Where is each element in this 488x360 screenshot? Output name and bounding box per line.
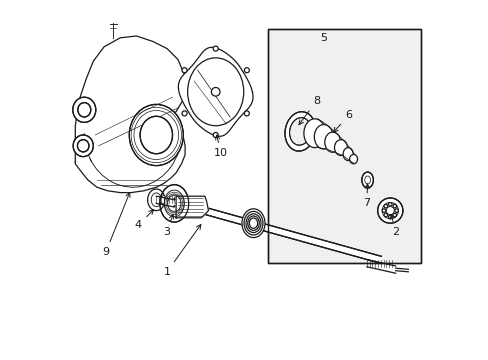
Ellipse shape bbox=[160, 185, 188, 222]
Ellipse shape bbox=[73, 135, 93, 157]
Ellipse shape bbox=[361, 172, 373, 188]
Polygon shape bbox=[395, 268, 407, 272]
Circle shape bbox=[244, 111, 249, 116]
Circle shape bbox=[244, 68, 249, 73]
Circle shape bbox=[182, 68, 187, 73]
Ellipse shape bbox=[73, 97, 96, 122]
Ellipse shape bbox=[242, 209, 264, 238]
Text: 8: 8 bbox=[298, 96, 320, 125]
Ellipse shape bbox=[249, 218, 257, 228]
Polygon shape bbox=[176, 196, 208, 218]
FancyBboxPatch shape bbox=[267, 29, 420, 263]
Ellipse shape bbox=[303, 119, 325, 148]
Circle shape bbox=[388, 203, 391, 206]
Circle shape bbox=[213, 132, 218, 138]
Text: 4: 4 bbox=[135, 210, 153, 230]
Circle shape bbox=[211, 87, 220, 96]
Text: 5: 5 bbox=[320, 33, 326, 43]
Ellipse shape bbox=[247, 216, 259, 230]
Polygon shape bbox=[178, 47, 253, 136]
Ellipse shape bbox=[343, 148, 352, 161]
Polygon shape bbox=[285, 112, 314, 151]
Text: 2: 2 bbox=[389, 214, 398, 237]
Text: 9: 9 bbox=[102, 193, 130, 257]
Circle shape bbox=[388, 215, 391, 219]
Ellipse shape bbox=[129, 104, 183, 166]
Text: 3: 3 bbox=[163, 214, 173, 237]
Polygon shape bbox=[75, 36, 185, 193]
Circle shape bbox=[182, 111, 187, 116]
Ellipse shape bbox=[244, 211, 263, 235]
Ellipse shape bbox=[377, 198, 402, 223]
Ellipse shape bbox=[245, 214, 261, 233]
Circle shape bbox=[394, 209, 398, 212]
Ellipse shape bbox=[334, 140, 347, 156]
Circle shape bbox=[392, 213, 396, 217]
Text: 6: 6 bbox=[333, 110, 352, 132]
Text: 10: 10 bbox=[214, 135, 227, 158]
Ellipse shape bbox=[314, 125, 332, 149]
Text: 1: 1 bbox=[163, 225, 201, 277]
Ellipse shape bbox=[78, 103, 91, 117]
Text: 7: 7 bbox=[363, 184, 370, 208]
Circle shape bbox=[382, 209, 385, 212]
Circle shape bbox=[383, 213, 387, 217]
Polygon shape bbox=[174, 199, 381, 264]
Circle shape bbox=[383, 204, 387, 208]
Circle shape bbox=[392, 204, 396, 208]
Ellipse shape bbox=[140, 116, 172, 154]
Ellipse shape bbox=[349, 154, 357, 164]
Circle shape bbox=[213, 46, 218, 51]
Ellipse shape bbox=[324, 132, 340, 152]
Ellipse shape bbox=[77, 140, 89, 152]
